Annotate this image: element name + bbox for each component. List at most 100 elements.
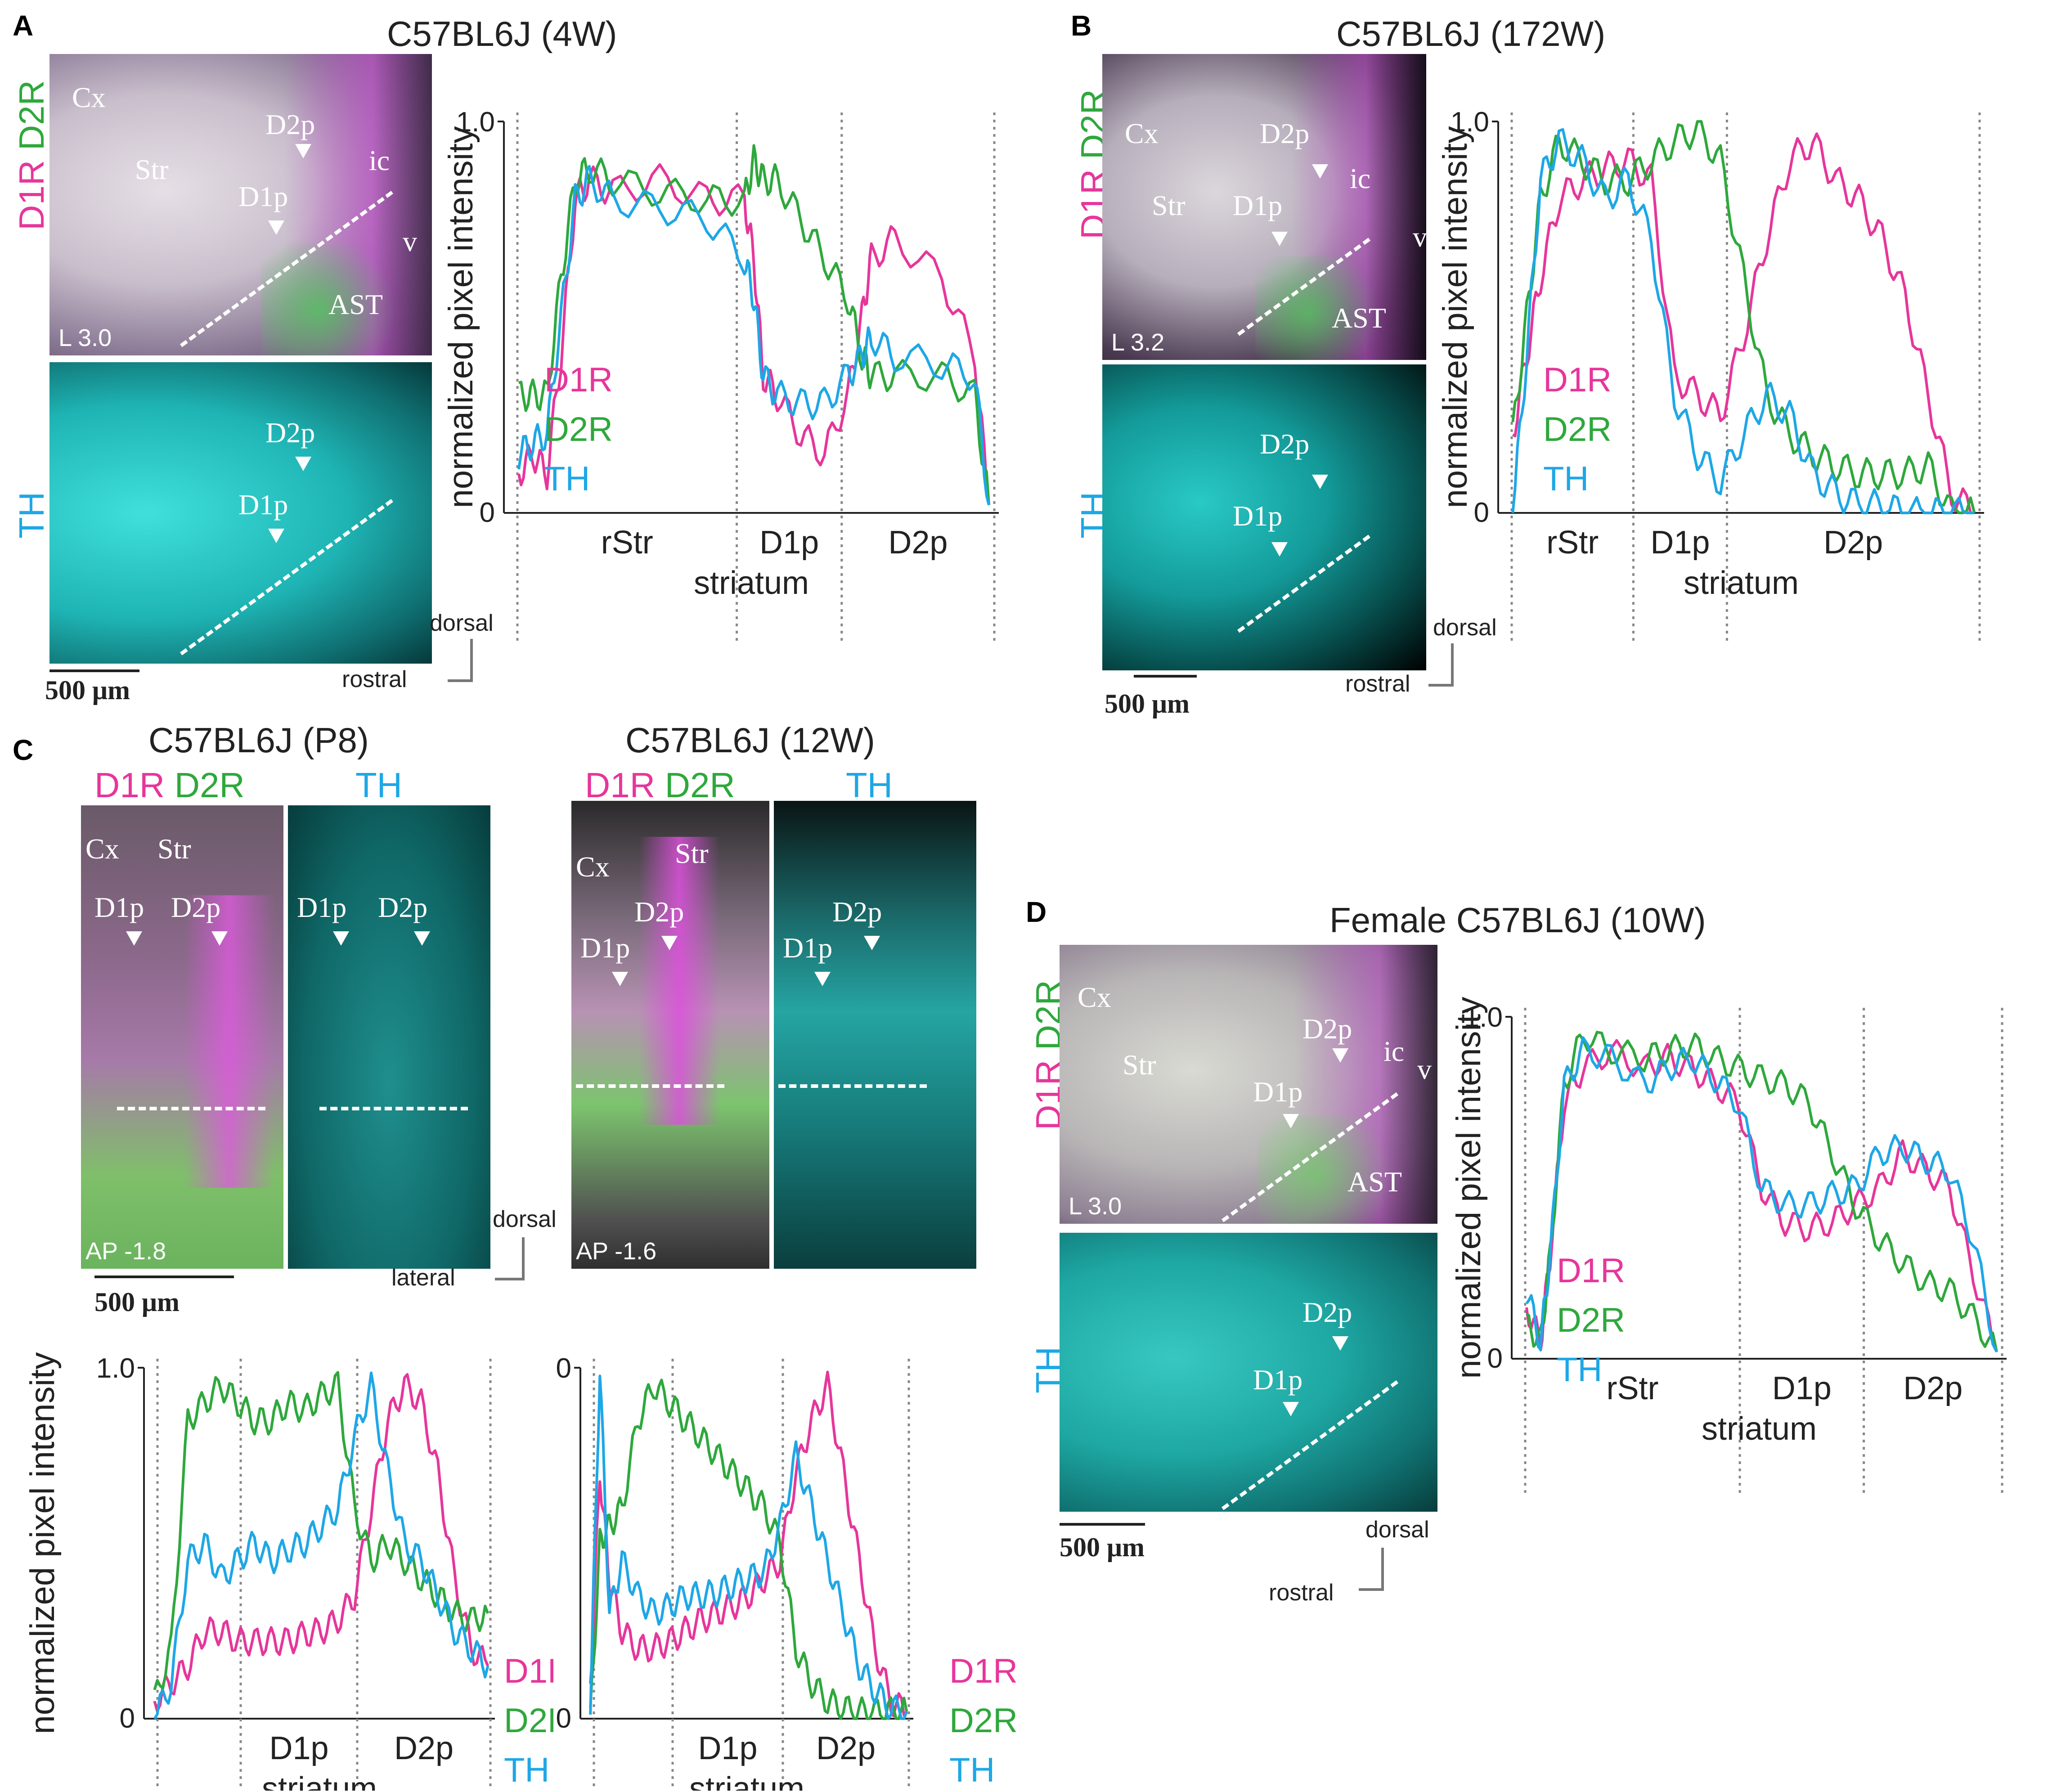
arrowhead-d2p <box>661 936 678 950</box>
region-label: D1p <box>759 525 819 561</box>
arrowhead-d2p <box>1332 1048 1348 1063</box>
legend-label-th: TH <box>544 460 590 498</box>
boundary-dash-line <box>319 1107 468 1110</box>
x-axis-label: striatum <box>1684 565 1799 601</box>
y-tick-label: 0 <box>1474 497 1489 528</box>
legend-label-d2r: D2R <box>949 1702 1018 1740</box>
boundary-dash-line <box>180 499 393 656</box>
panel-label-d: D <box>1026 896 1047 928</box>
panel-d-th-image: D2p D1p <box>1060 1233 1437 1512</box>
orientation-axes <box>448 639 473 682</box>
legend-label-th: TH <box>1557 1351 1602 1389</box>
arrowhead-d2p <box>211 931 228 946</box>
series-line-d2r <box>153 1371 490 1690</box>
orientation-dorsal: dorsal <box>1433 615 1497 641</box>
section-level: L 3.0 <box>1069 1193 1122 1220</box>
boundary-dash-line <box>1222 1380 1399 1510</box>
arrowhead-d2p <box>1312 164 1328 179</box>
label-str: Str <box>1123 1049 1156 1081</box>
section-level: AP -1.6 <box>576 1238 657 1265</box>
scale-label: 500 μm <box>1105 689 1190 719</box>
legend-label-d1r: D1R <box>1557 1252 1625 1290</box>
series-line-th <box>517 165 990 506</box>
label-cx: Cx <box>576 851 610 883</box>
label-d1p: D1p <box>94 891 144 923</box>
scale-label: 500 μm <box>1060 1532 1145 1562</box>
series-line-d1r <box>1512 132 1975 514</box>
arrowhead-d1p <box>612 972 628 986</box>
chart-a: 1.0 0 rStr D1p D2p striatum normalized pixel i… <box>442 107 999 643</box>
label-d1p: D1p <box>1233 500 1283 532</box>
label-ast: AST <box>328 288 383 320</box>
label-str: Str <box>135 153 169 185</box>
series-line-d1r <box>153 1373 490 1713</box>
label-d2p: D2p <box>171 891 221 923</box>
orientation-dorsal: dorsal <box>430 610 494 636</box>
panel-b-title: C57BL6J (172W) <box>1336 14 1606 54</box>
label-d2p: D2p <box>1302 1296 1352 1328</box>
label-cx: Cx <box>85 833 119 865</box>
orientation-rostral: rostral <box>342 666 407 692</box>
arrowhead-d1p <box>333 931 349 946</box>
series-line-d1r <box>517 163 990 505</box>
orientation-dorsal: dorsal <box>1365 1517 1429 1543</box>
y-tick-label: 0 <box>120 1703 135 1734</box>
arrowhead-d1p <box>814 972 831 986</box>
label-str: Str <box>675 837 709 869</box>
x-axis-label: striatum <box>689 1771 804 1791</box>
label-d1p: D1p <box>238 180 288 212</box>
legend-label-d1r: D1R <box>949 1652 1018 1690</box>
arrowhead-d2p <box>864 936 880 950</box>
y-tick-label: 1.0 <box>96 1353 135 1384</box>
series-line-d1r <box>589 1370 908 1717</box>
label-cx: Cx <box>1078 981 1111 1013</box>
panel-a-side-label-th: TH <box>12 492 51 539</box>
region-label: D2p <box>816 1730 876 1766</box>
section-level: L 3.2 <box>1111 329 1165 356</box>
legend-label-d2r: D2R <box>1557 1301 1625 1339</box>
y-tick-label: 0 <box>556 1703 571 1734</box>
chart-d: 1.0 0 rStr D1p D2p striatum normalized pixel i… <box>1450 997 2007 1494</box>
scale-bar <box>1060 1523 1145 1526</box>
label-v: v <box>1413 221 1426 253</box>
label-d2p: D2p <box>265 108 315 140</box>
series-line-d2r <box>1526 1031 1998 1352</box>
label-str: Str <box>1152 189 1186 221</box>
arrowhead-d1p <box>1283 1402 1299 1416</box>
arrowhead-d2p <box>295 457 311 471</box>
orientation-rostral: rostral <box>1345 671 1410 697</box>
panel-c-right-th-label: TH <box>846 765 893 805</box>
region-label: rStr <box>1546 525 1599 561</box>
y-tick-label: 1.0 <box>456 107 495 138</box>
series-line-d2r <box>518 144 990 505</box>
y-tick-label: 1.0 <box>553 1353 571 1384</box>
boundary-dash-line <box>1237 534 1370 633</box>
panel-label-a: A <box>13 9 34 42</box>
label-ast: AST <box>1347 1166 1402 1198</box>
label-str: Str <box>157 833 191 865</box>
chart-b: 1.0 0 rStr D1p D2p striatum normalized pixel i… <box>1436 107 1984 643</box>
legend-label-d2r: D2R <box>1543 410 1612 449</box>
panel-b-merge-image: Cx Str D2p D1p ic v AST L 3.2 <box>1102 54 1426 360</box>
panel-c-left-title: C57BL6J (P8) <box>148 720 369 760</box>
region-label: D2p <box>394 1730 454 1766</box>
boundary-dash-line <box>117 1107 265 1110</box>
panel-a-merge-image: Cx Str D2p D1p ic v AST L 3.0 <box>49 54 432 355</box>
label-d1p: D1p <box>297 891 347 923</box>
legend-label-d2r: D2R <box>544 410 613 449</box>
panel-a-th-image: D2p D1p <box>49 362 432 664</box>
section-level: L 3.0 <box>58 324 112 351</box>
y-tick-label: 0 <box>1487 1343 1503 1374</box>
legend-label-d1r: D1R <box>1543 361 1612 399</box>
label-d2p: D2p <box>634 896 684 928</box>
legend-label-d1r: D1R <box>504 1652 553 1690</box>
panel-d-title: Female C57BL6J (10W) <box>1329 900 1706 940</box>
orientation-axes <box>1428 643 1454 687</box>
label-ic: ic <box>1383 1035 1405 1067</box>
scale-label: 500 μm <box>45 675 130 705</box>
scale-bar <box>94 1276 234 1278</box>
scale-bar <box>49 669 139 672</box>
x-axis-label: striatum <box>694 565 809 601</box>
label-d2p: D2p <box>378 891 428 923</box>
arrowhead-d1p <box>268 220 284 235</box>
